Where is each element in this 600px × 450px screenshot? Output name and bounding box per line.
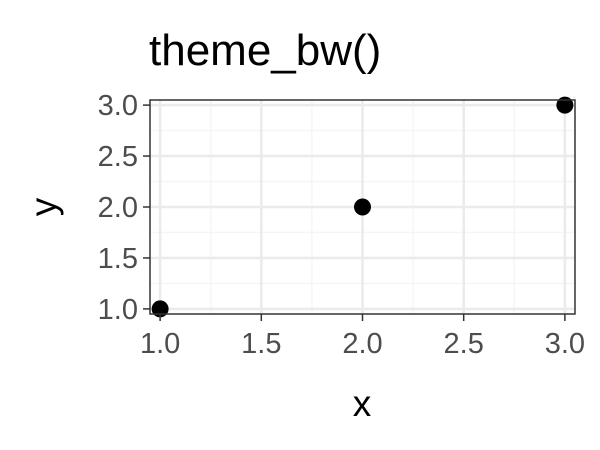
data-point: [354, 198, 371, 216]
y-tick-label: 2.5: [98, 141, 138, 173]
x-tick-label: 2.0: [342, 328, 382, 360]
x-tick-label: 3.0: [545, 328, 585, 360]
y-tick-label: 3.0: [98, 90, 138, 122]
x-axis-title: x: [353, 383, 372, 424]
y-axis: 1.0 1.5 2.0 2.5 3.0: [98, 90, 150, 326]
x-tick-label: 2.5: [444, 328, 484, 360]
y-axis-title: y: [23, 197, 64, 216]
x-tick-label: 1.5: [241, 328, 281, 360]
x-axis: 1.0 1.5 2.0 2.5 3.0: [140, 314, 585, 360]
data-point: [151, 300, 169, 318]
data-point: [556, 96, 574, 114]
plot-panel: [149, 96, 576, 318]
data-points: [151, 96, 574, 318]
x-tick-label: 1.0: [140, 328, 180, 360]
y-tick-label: 2.0: [98, 192, 138, 224]
chart-title: theme_bw(): [149, 26, 381, 75]
y-tick-label: 1.0: [98, 294, 138, 326]
y-tick-label: 1.5: [98, 243, 138, 275]
